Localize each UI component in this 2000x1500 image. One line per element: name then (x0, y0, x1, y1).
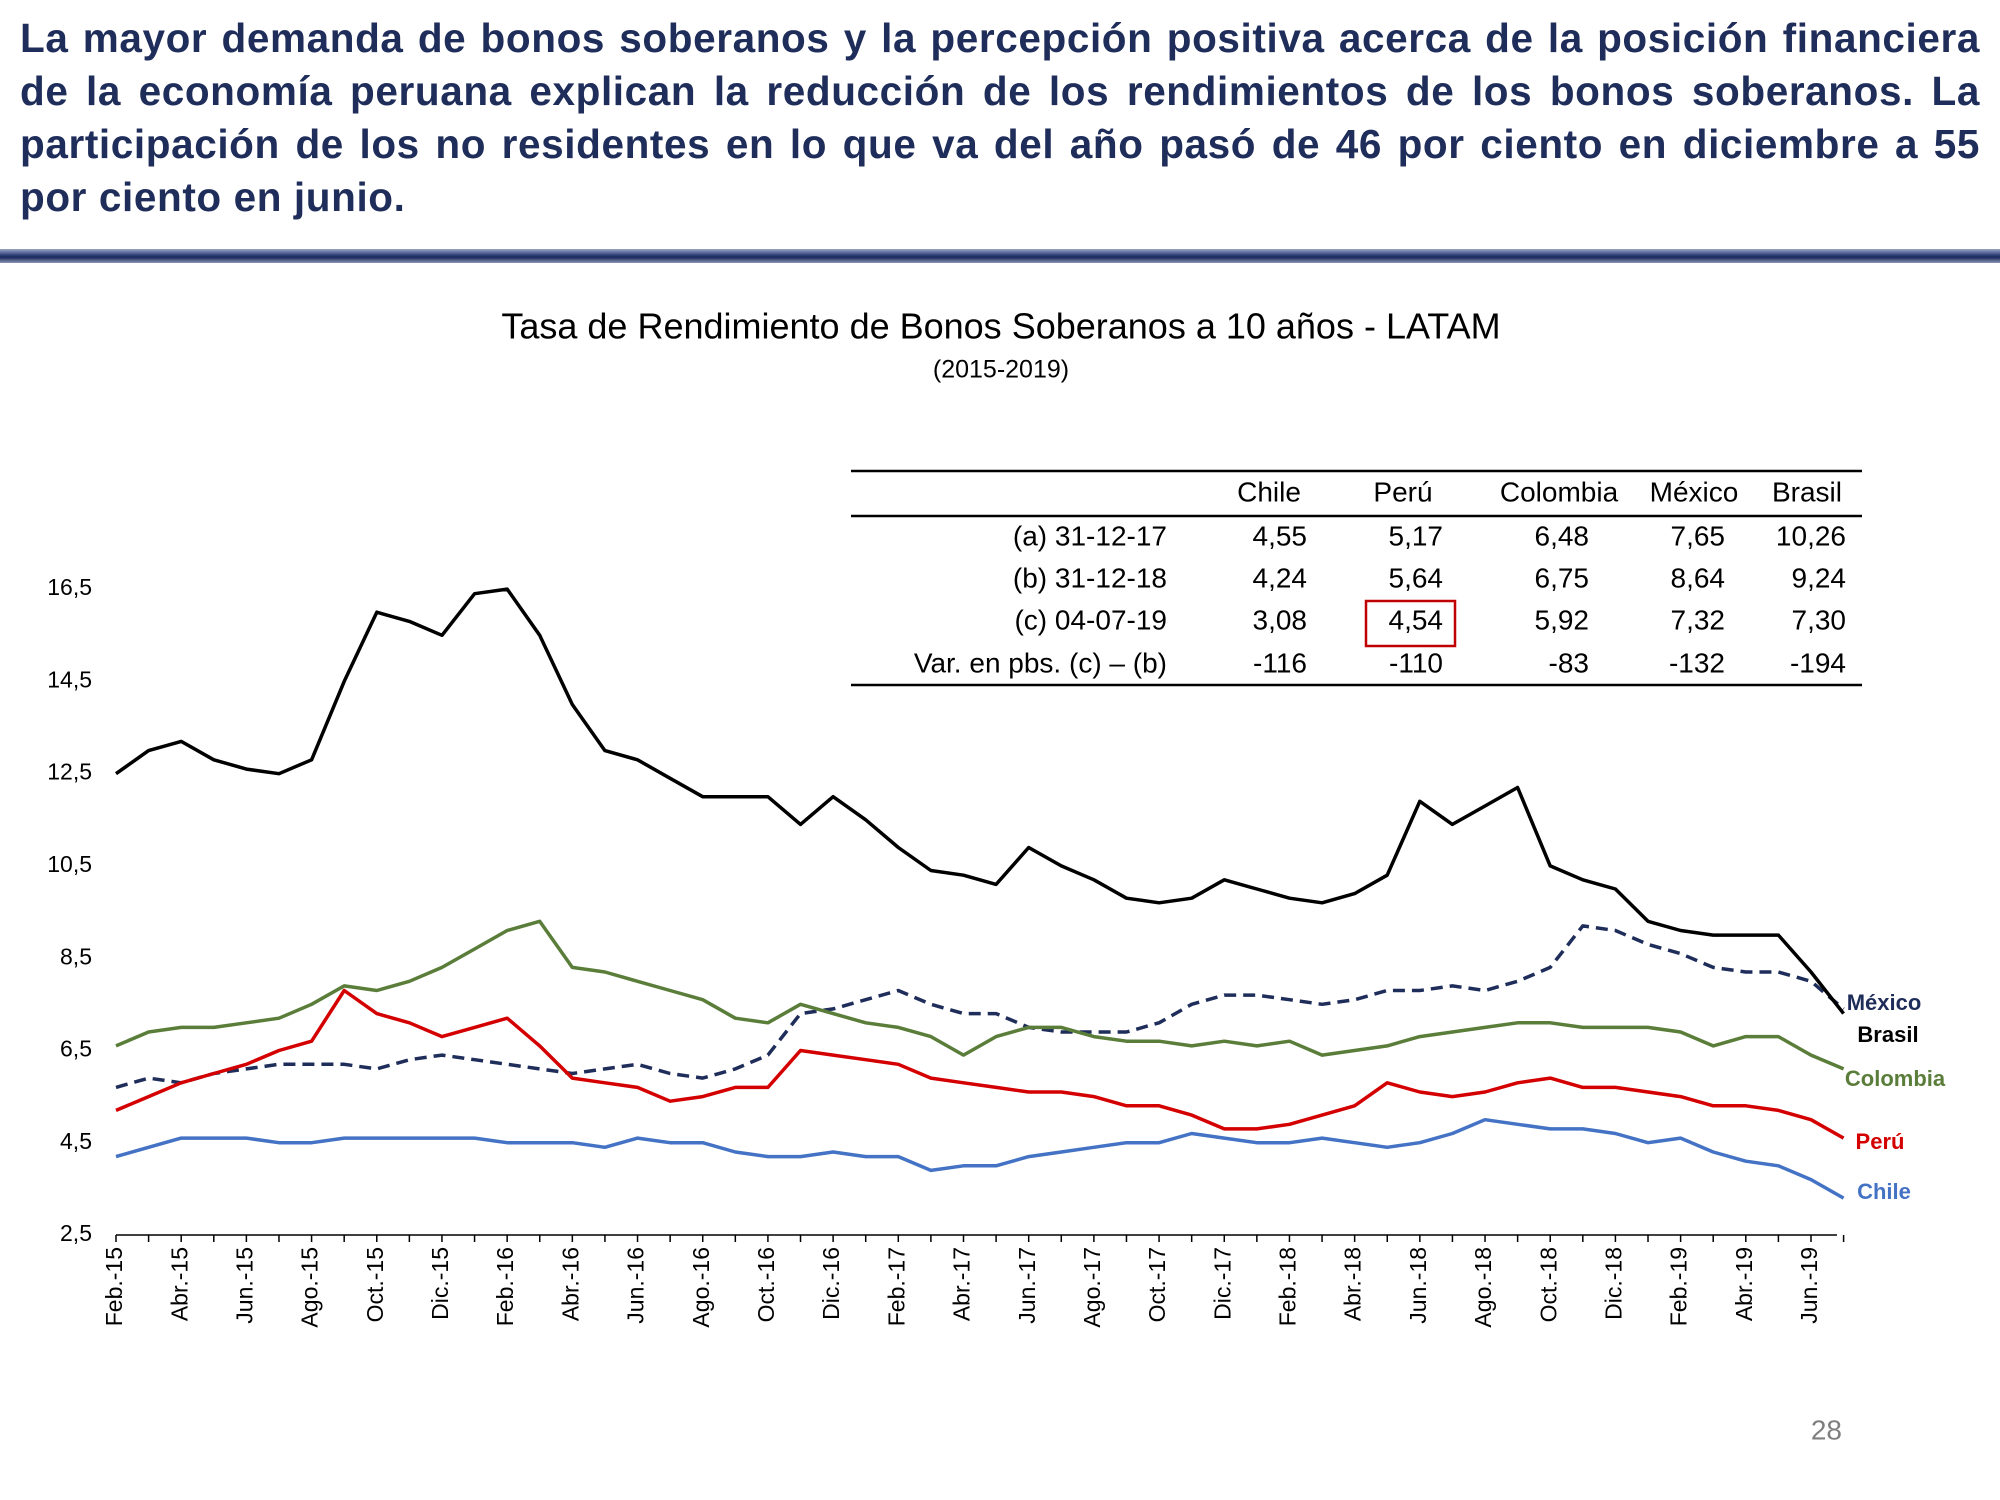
chart-title: Tasa de Rendimiento de Bonos Soberanos a… (501, 306, 1500, 347)
table-cell: 3,08 (1253, 604, 1308, 635)
series-line (115, 919, 1845, 1071)
x-tick-label: Jun.-17 (1014, 1247, 1040, 1324)
x-tick-label: Feb.-17 (883, 1247, 909, 1326)
x-tick-label: Dic.-15 (427, 1247, 453, 1320)
table-header: Colombia (1500, 476, 1619, 507)
chart-subtitle: (2015-2019) (933, 356, 1069, 384)
table-cell: 7,65 (1671, 520, 1726, 551)
x-tick-label: Jun.-18 (1405, 1247, 1431, 1324)
table-cell: 6,48 (1535, 520, 1590, 551)
series-line (115, 1117, 1845, 1200)
x-tick-label: Ago.-18 (1470, 1247, 1496, 1328)
table-cell: 6,75 (1535, 562, 1590, 593)
separator-band (0, 249, 2000, 263)
y-tick-label: 8,5 (60, 943, 92, 969)
table-cell: -110 (1389, 647, 1443, 678)
y-tick-label: 12,5 (47, 759, 92, 785)
y-tick-label: 10,5 (47, 851, 92, 877)
table-row-label: Var. en pbs. (c) – (b) (914, 647, 1167, 678)
y-tick-label: 14,5 (47, 666, 92, 692)
x-tick-label: Ago.-17 (1079, 1247, 1105, 1328)
table-row-label: (b) 31-12-18 (1013, 562, 1167, 593)
x-tick-label: Abr.-16 (557, 1247, 583, 1321)
x-tick-label: Oct.-17 (1144, 1247, 1170, 1322)
table-cell: 9,24 (1792, 562, 1847, 593)
x-tick-label: Oct.-16 (753, 1247, 779, 1322)
table-cell: 4,55 (1253, 520, 1308, 551)
y-tick-label: 4,5 (60, 1128, 92, 1154)
table-cell: 8,64 (1671, 562, 1726, 593)
highlight-box (1364, 599, 1457, 648)
table-cell: -116 (1253, 647, 1307, 678)
x-tick-label: Ago.-15 (297, 1247, 323, 1328)
table-cell: 4,24 (1253, 562, 1308, 593)
series-label: Perú (1856, 1129, 1905, 1154)
x-tick-label: Dic.-17 (1209, 1247, 1235, 1320)
series-line (114, 587, 1845, 1015)
table-header: México (1650, 476, 1739, 507)
table-cell: 5,17 (1389, 520, 1444, 551)
series-label: México (1847, 990, 1922, 1015)
x-tick-label: Dic.-18 (1600, 1247, 1626, 1320)
x-tick-label: Feb.-16 (492, 1247, 518, 1326)
table-cell: 7,32 (1671, 604, 1726, 635)
table-cell: 5,64 (1389, 562, 1444, 593)
series-label: Chile (1857, 1179, 1911, 1204)
x-tick-label: Abr.-15 (166, 1247, 192, 1321)
x-tick-label: Jun.-15 (231, 1247, 257, 1324)
table-cell: 5,92 (1535, 604, 1590, 635)
x-tick-label: Dic.-16 (818, 1247, 844, 1320)
x-tick-label: Feb.-18 (1275, 1247, 1301, 1326)
x-tick-label: Oct.-18 (1535, 1247, 1561, 1322)
header-text: La mayor demanda de bonos soberanos y la… (20, 15, 1980, 220)
table-cell: 4,54 (1389, 604, 1444, 635)
x-tick-label: Abr.-18 (1340, 1247, 1366, 1321)
table-header: Brasil (1772, 476, 1842, 507)
series-label: Brasil (1857, 1022, 1918, 1047)
x-tick-label: Abr.-19 (1731, 1247, 1757, 1321)
table-header: Perú (1373, 476, 1432, 507)
x-tick-label: Feb.-19 (1666, 1247, 1692, 1326)
page-number: 28 (1811, 1414, 1842, 1445)
table-bg (851, 471, 1862, 685)
x-tick-label: Feb.-15 (101, 1247, 127, 1326)
table-cell: 7,30 (1792, 604, 1847, 635)
y-tick-label: 16,5 (47, 574, 92, 600)
series-label: Colombia (1845, 1066, 1946, 1091)
x-tick-label: Jun.-16 (623, 1247, 649, 1324)
x-tick-label: Jun.-19 (1796, 1247, 1822, 1324)
series-line (115, 924, 1845, 1090)
table-cell: -132 (1669, 647, 1725, 678)
series-line (115, 988, 1845, 1140)
y-tick-label: 6,5 (60, 1036, 92, 1062)
table-cell: -83 (1549, 647, 1589, 678)
x-tick-label: Oct.-15 (362, 1247, 388, 1322)
table-header: Chile (1237, 476, 1301, 507)
table-cell: -194 (1790, 647, 1846, 678)
table-row-label: (a) 31-12-17 (1013, 520, 1167, 551)
x-tick-label: Ago.-16 (688, 1247, 714, 1328)
table-cell: 10,26 (1776, 520, 1846, 551)
table-row-label: (c) 04-07-19 (1014, 604, 1167, 635)
y-tick-label: 2,5 (60, 1220, 92, 1246)
x-tick-label: Abr.-17 (949, 1247, 975, 1321)
